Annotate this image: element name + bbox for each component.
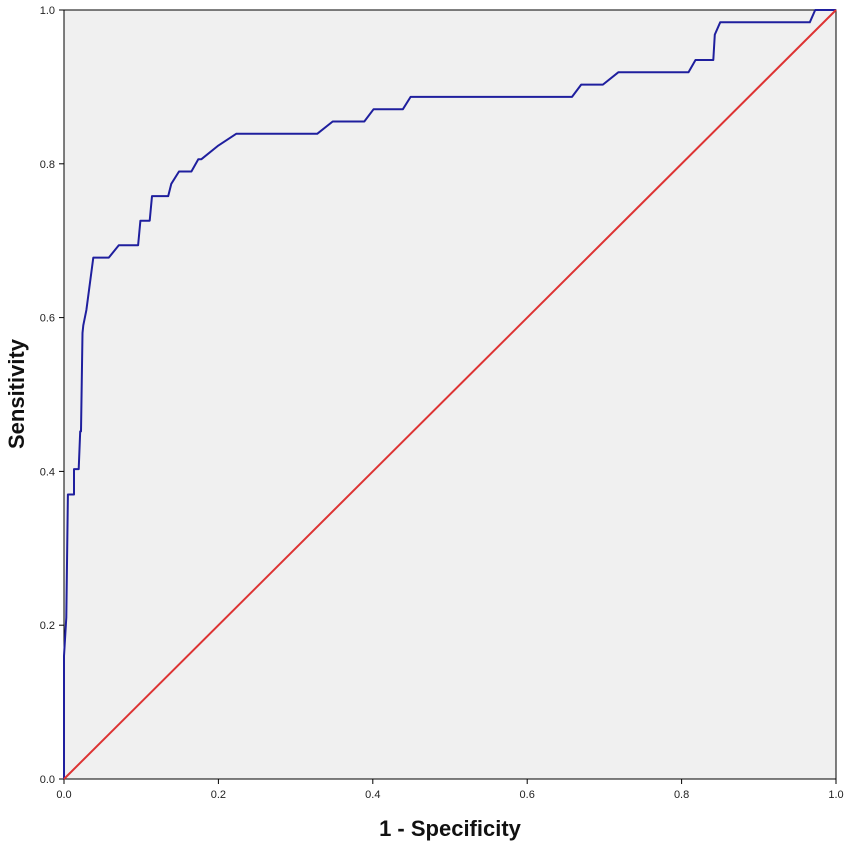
x-tick-label: 0.4 [365,789,380,801]
x-tick-label: 1.0 [828,789,843,801]
y-tick-label: 0.0 [40,774,55,786]
x-tick-label: 0.0 [56,789,71,801]
ticks: 0.0 0.2 0.4 0.6 0.8 1.0 0.0 0.2 0.4 0.6 0.8 1.0 [40,5,844,801]
series-layer [63,9,837,780]
y-tick-label: 0.4 [40,466,55,478]
y-tick-label: 1.0 [40,5,55,17]
y-tick-label: 0.8 [40,159,55,171]
x-tick-label: 0.6 [520,789,535,801]
roc-curve-line [63,9,836,779]
x-tick-label: 0.2 [211,789,226,801]
x-tick-label: 0.8 [674,789,689,801]
y-tick-label: 0.6 [40,313,55,325]
y-axis-title: Sensitivity [4,338,29,449]
x-axis-title: 1 - Specificity [379,816,522,841]
reference-diagonal-line [63,9,837,780]
y-tick-label: 0.2 [40,620,55,632]
